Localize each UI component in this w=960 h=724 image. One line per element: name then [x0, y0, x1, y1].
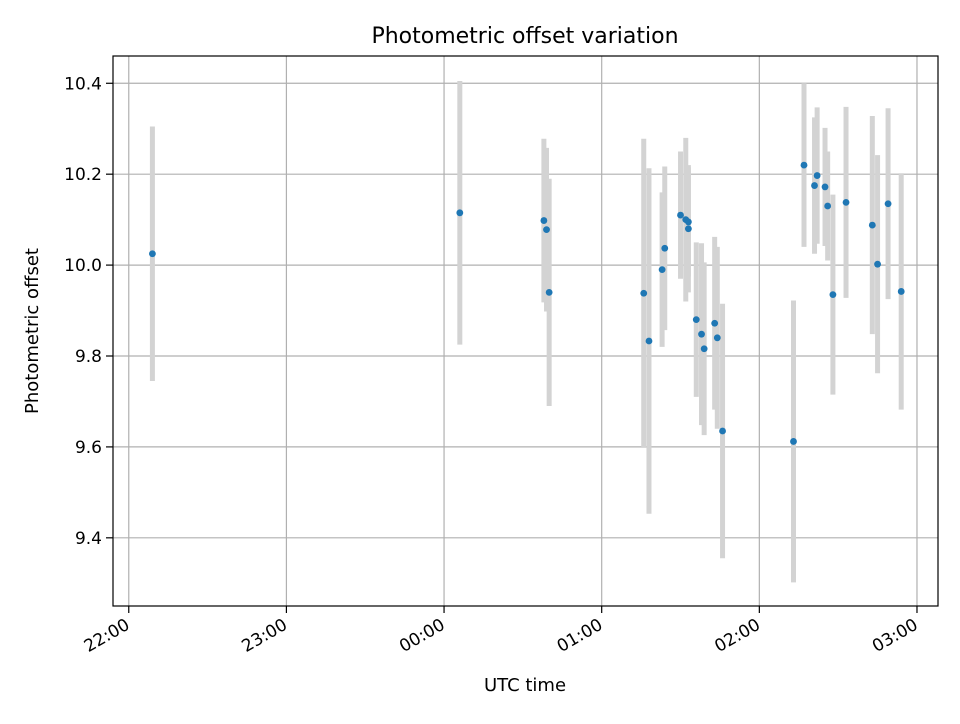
- data-point: [884, 200, 892, 208]
- data-point: [813, 172, 821, 179]
- data-point: [842, 198, 850, 206]
- data-point: [640, 289, 648, 297]
- y-tick-label: 10.0: [64, 256, 102, 276]
- data-point: [677, 211, 684, 219]
- data-point: [700, 345, 708, 353]
- data-point: [868, 221, 876, 229]
- data-point: [719, 427, 726, 435]
- data-point: [824, 202, 832, 210]
- data-point: [897, 288, 905, 295]
- y-tick-label: 10.4: [64, 74, 102, 94]
- data-points: [149, 161, 905, 445]
- data-point: [874, 260, 881, 268]
- data-point: [540, 217, 548, 224]
- data-point: [149, 250, 156, 258]
- data-point: [790, 438, 797, 445]
- data-point: [698, 330, 705, 338]
- data-point: [711, 319, 719, 327]
- data-point: [684, 218, 692, 226]
- grid-lines: [113, 56, 938, 606]
- x-axis-label: UTC time: [484, 675, 566, 696]
- data-point: [821, 183, 829, 191]
- y-tick-label: 10.2: [64, 165, 102, 185]
- data-point: [713, 334, 721, 342]
- data-point: [661, 244, 669, 252]
- y-tick-label: 9.4: [75, 529, 102, 549]
- data-point: [684, 225, 692, 233]
- data-point: [456, 209, 464, 217]
- y-axis-label: Photometric offset: [22, 248, 43, 414]
- data-point: [800, 161, 808, 169]
- data-point: [692, 316, 700, 324]
- data-point: [543, 226, 550, 234]
- plot-frame: [112, 55, 939, 607]
- data-point: [829, 291, 837, 299]
- y-tick-label: 9.6: [75, 438, 102, 458]
- data-point: [545, 288, 553, 296]
- data-point: [658, 266, 666, 274]
- data-point: [811, 182, 818, 189]
- chart-title: Photometric offset variation: [371, 24, 678, 49]
- y-tick-label: 9.8: [75, 347, 102, 367]
- data-point: [645, 337, 653, 345]
